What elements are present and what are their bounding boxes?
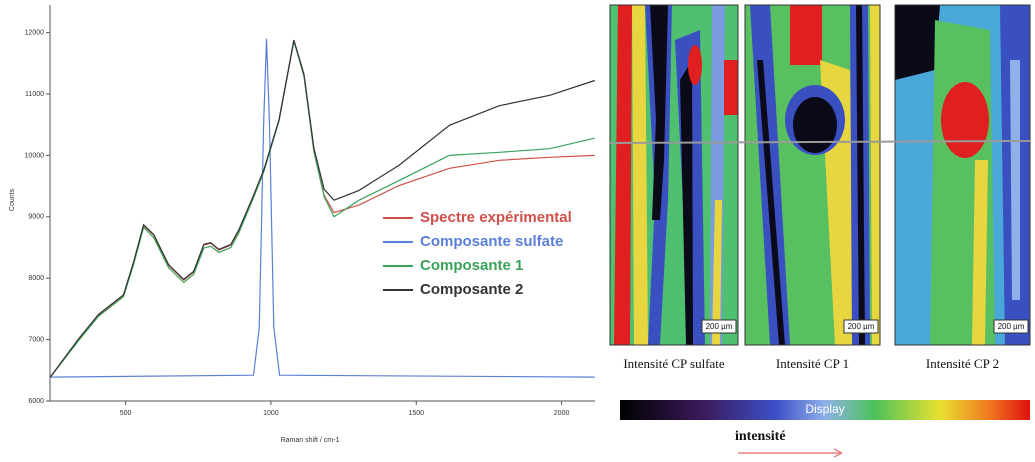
- legend-label: Spectre expérimental: [420, 209, 572, 226]
- scale-box: [701, 319, 737, 334]
- colorbar: [620, 400, 1030, 420]
- series-line: [49, 41, 595, 378]
- y-axis-label: Counts: [9, 188, 16, 211]
- map-cp2: [895, 5, 1030, 345]
- scale-label: 200 µm: [998, 322, 1025, 331]
- y-tick-label: 6000: [28, 398, 44, 405]
- scale-label: 200 µm: [706, 322, 733, 331]
- legend-label: Composante 2: [420, 281, 523, 298]
- profile-line: [609, 140, 1031, 144]
- map-sulfate: [610, 5, 738, 345]
- map-labels: Intensité CP sulfate 200 µm Intensité CP 1…: [623, 319, 1029, 371]
- series-line: [50, 38, 595, 378]
- y-tick-label: 7000: [28, 336, 44, 343]
- scale-box: [843, 319, 879, 334]
- x-tick-label: 2000: [554, 410, 570, 417]
- map-cp1: [745, 5, 880, 345]
- legend-label: Composante 1: [420, 257, 523, 274]
- map-caption: Intensité CP 2: [926, 356, 999, 371]
- scale-label: 200 µm: [848, 322, 875, 331]
- x-tick-label: 1000: [263, 410, 279, 417]
- y-tick-label: 10000: [25, 152, 45, 159]
- x-tick-label: 500: [120, 410, 132, 417]
- legend-label: Composante sulfate: [420, 233, 563, 250]
- x-tick-label: 1500: [408, 410, 424, 417]
- series-line: [49, 39, 595, 378]
- y-tick-label: 9000: [28, 214, 44, 221]
- arrow-head: [833, 448, 843, 458]
- map-caption: Intensité CP sulfate: [623, 356, 725, 371]
- colorbar-label: Display: [805, 402, 844, 416]
- y-tick-label: 11000: [25, 91, 44, 98]
- y-tick-label: 12000: [25, 29, 45, 36]
- intensity-label: intensité: [735, 429, 786, 444]
- plot: 500 1000 1500 2000 6000 7000 8000 9000 10000 1100…: [25, 29, 595, 417]
- legend: Spectre expérimental Composante sulfate Co…: [383, 209, 572, 298]
- map-caption: Intensité CP 1: [776, 356, 849, 371]
- y-tick-label: 8000: [28, 275, 44, 282]
- scale-box: [993, 319, 1029, 334]
- x-axis-label: Raman shift / cm-1: [281, 437, 340, 444]
